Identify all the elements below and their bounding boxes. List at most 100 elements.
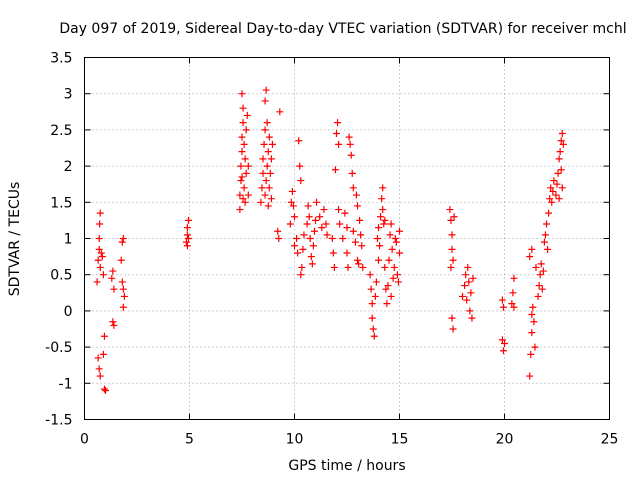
data-point [243,111,251,119]
data-point [355,260,363,268]
data-point [396,249,403,257]
data-point [463,296,471,304]
data-point [263,162,271,170]
data-point [184,216,192,224]
data-point [462,271,470,279]
data-point [276,108,284,116]
data-point [529,303,537,311]
data-point [558,130,566,138]
y-tick-label: 3.5 [50,51,72,67]
data-point [117,256,125,264]
data-point [307,253,315,261]
data-point [303,220,311,228]
data-point [378,195,386,203]
data-point [97,249,105,257]
data-point [530,318,538,326]
data-point [509,289,517,297]
data-point [539,267,547,275]
data-point [119,235,127,242]
plot-frame [84,57,610,420]
data-point [239,104,247,112]
y-tick-label: -1 [59,376,73,392]
data-point [498,296,506,304]
data-point [448,245,456,253]
data-point [320,206,328,214]
data-point [545,209,553,217]
data-point [96,220,104,228]
x-tick-label: 20 [496,432,514,448]
chart-title: Day 097 of 2019, Sidereal Day-to-day VTE… [59,21,626,37]
data-points [93,86,567,395]
data-point [261,126,269,134]
data-point [377,213,385,221]
data-point [95,245,103,253]
data-point [531,343,539,351]
data-point [367,285,375,293]
data-point [465,278,473,286]
y-tick-label: 0.5 [50,268,72,284]
data-point [349,227,357,235]
data-point [359,263,367,271]
data-point [267,195,275,203]
data-point [309,242,317,250]
data-point [288,187,296,195]
data-point [549,187,557,195]
data-point [381,263,389,271]
data-point [534,292,542,300]
data-point [553,180,561,188]
y-axis-tick-labels: -1.5 -1 -0.5 0 0.5 1 1.5 2 2.5 3 3.5 [45,51,72,429]
data-point [501,339,508,347]
data-point [262,86,270,94]
data-point [382,285,390,293]
data-point [109,318,117,326]
data-point [298,263,306,271]
data-point [291,242,298,250]
data-point [392,238,400,246]
data-point [306,235,314,242]
data-point [260,140,268,148]
data-point [557,137,565,145]
data-point [118,238,126,246]
data-point [335,140,343,148]
data-point [393,271,401,279]
data-point [343,249,351,257]
data-point [369,325,377,333]
data-point [335,206,343,214]
data-point [385,256,393,264]
data-point [358,242,366,250]
data-point [352,191,360,199]
data-point [557,166,565,174]
data-point [528,311,536,319]
data-point [291,213,298,221]
data-point [297,177,305,185]
y-tick-label: -1.5 [45,413,72,429]
data-point [510,274,518,282]
data-point [459,292,466,300]
data-point [296,162,304,170]
data-point [347,151,355,159]
data-point [372,278,380,286]
data-point [376,242,384,250]
x-tick-label: 0 [80,432,89,448]
data-point [100,332,108,340]
data-point [540,238,548,246]
data-point [554,169,562,177]
data-point [322,220,330,228]
data-point [547,184,555,192]
data-point [548,198,556,206]
data-point [544,245,552,253]
data-point [334,119,342,127]
data-point [467,289,475,297]
data-point [244,191,252,199]
data-point [510,303,518,311]
data-point [387,220,395,228]
data-point [237,162,245,170]
data-point [330,263,338,271]
data-point [184,235,192,242]
data-point [466,307,474,315]
data-point [109,267,117,275]
data-point [461,282,469,290]
data-point [268,140,276,148]
data-point [258,184,266,192]
